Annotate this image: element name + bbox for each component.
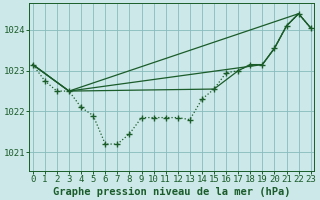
X-axis label: Graphe pression niveau de la mer (hPa): Graphe pression niveau de la mer (hPa) xyxy=(53,186,291,197)
